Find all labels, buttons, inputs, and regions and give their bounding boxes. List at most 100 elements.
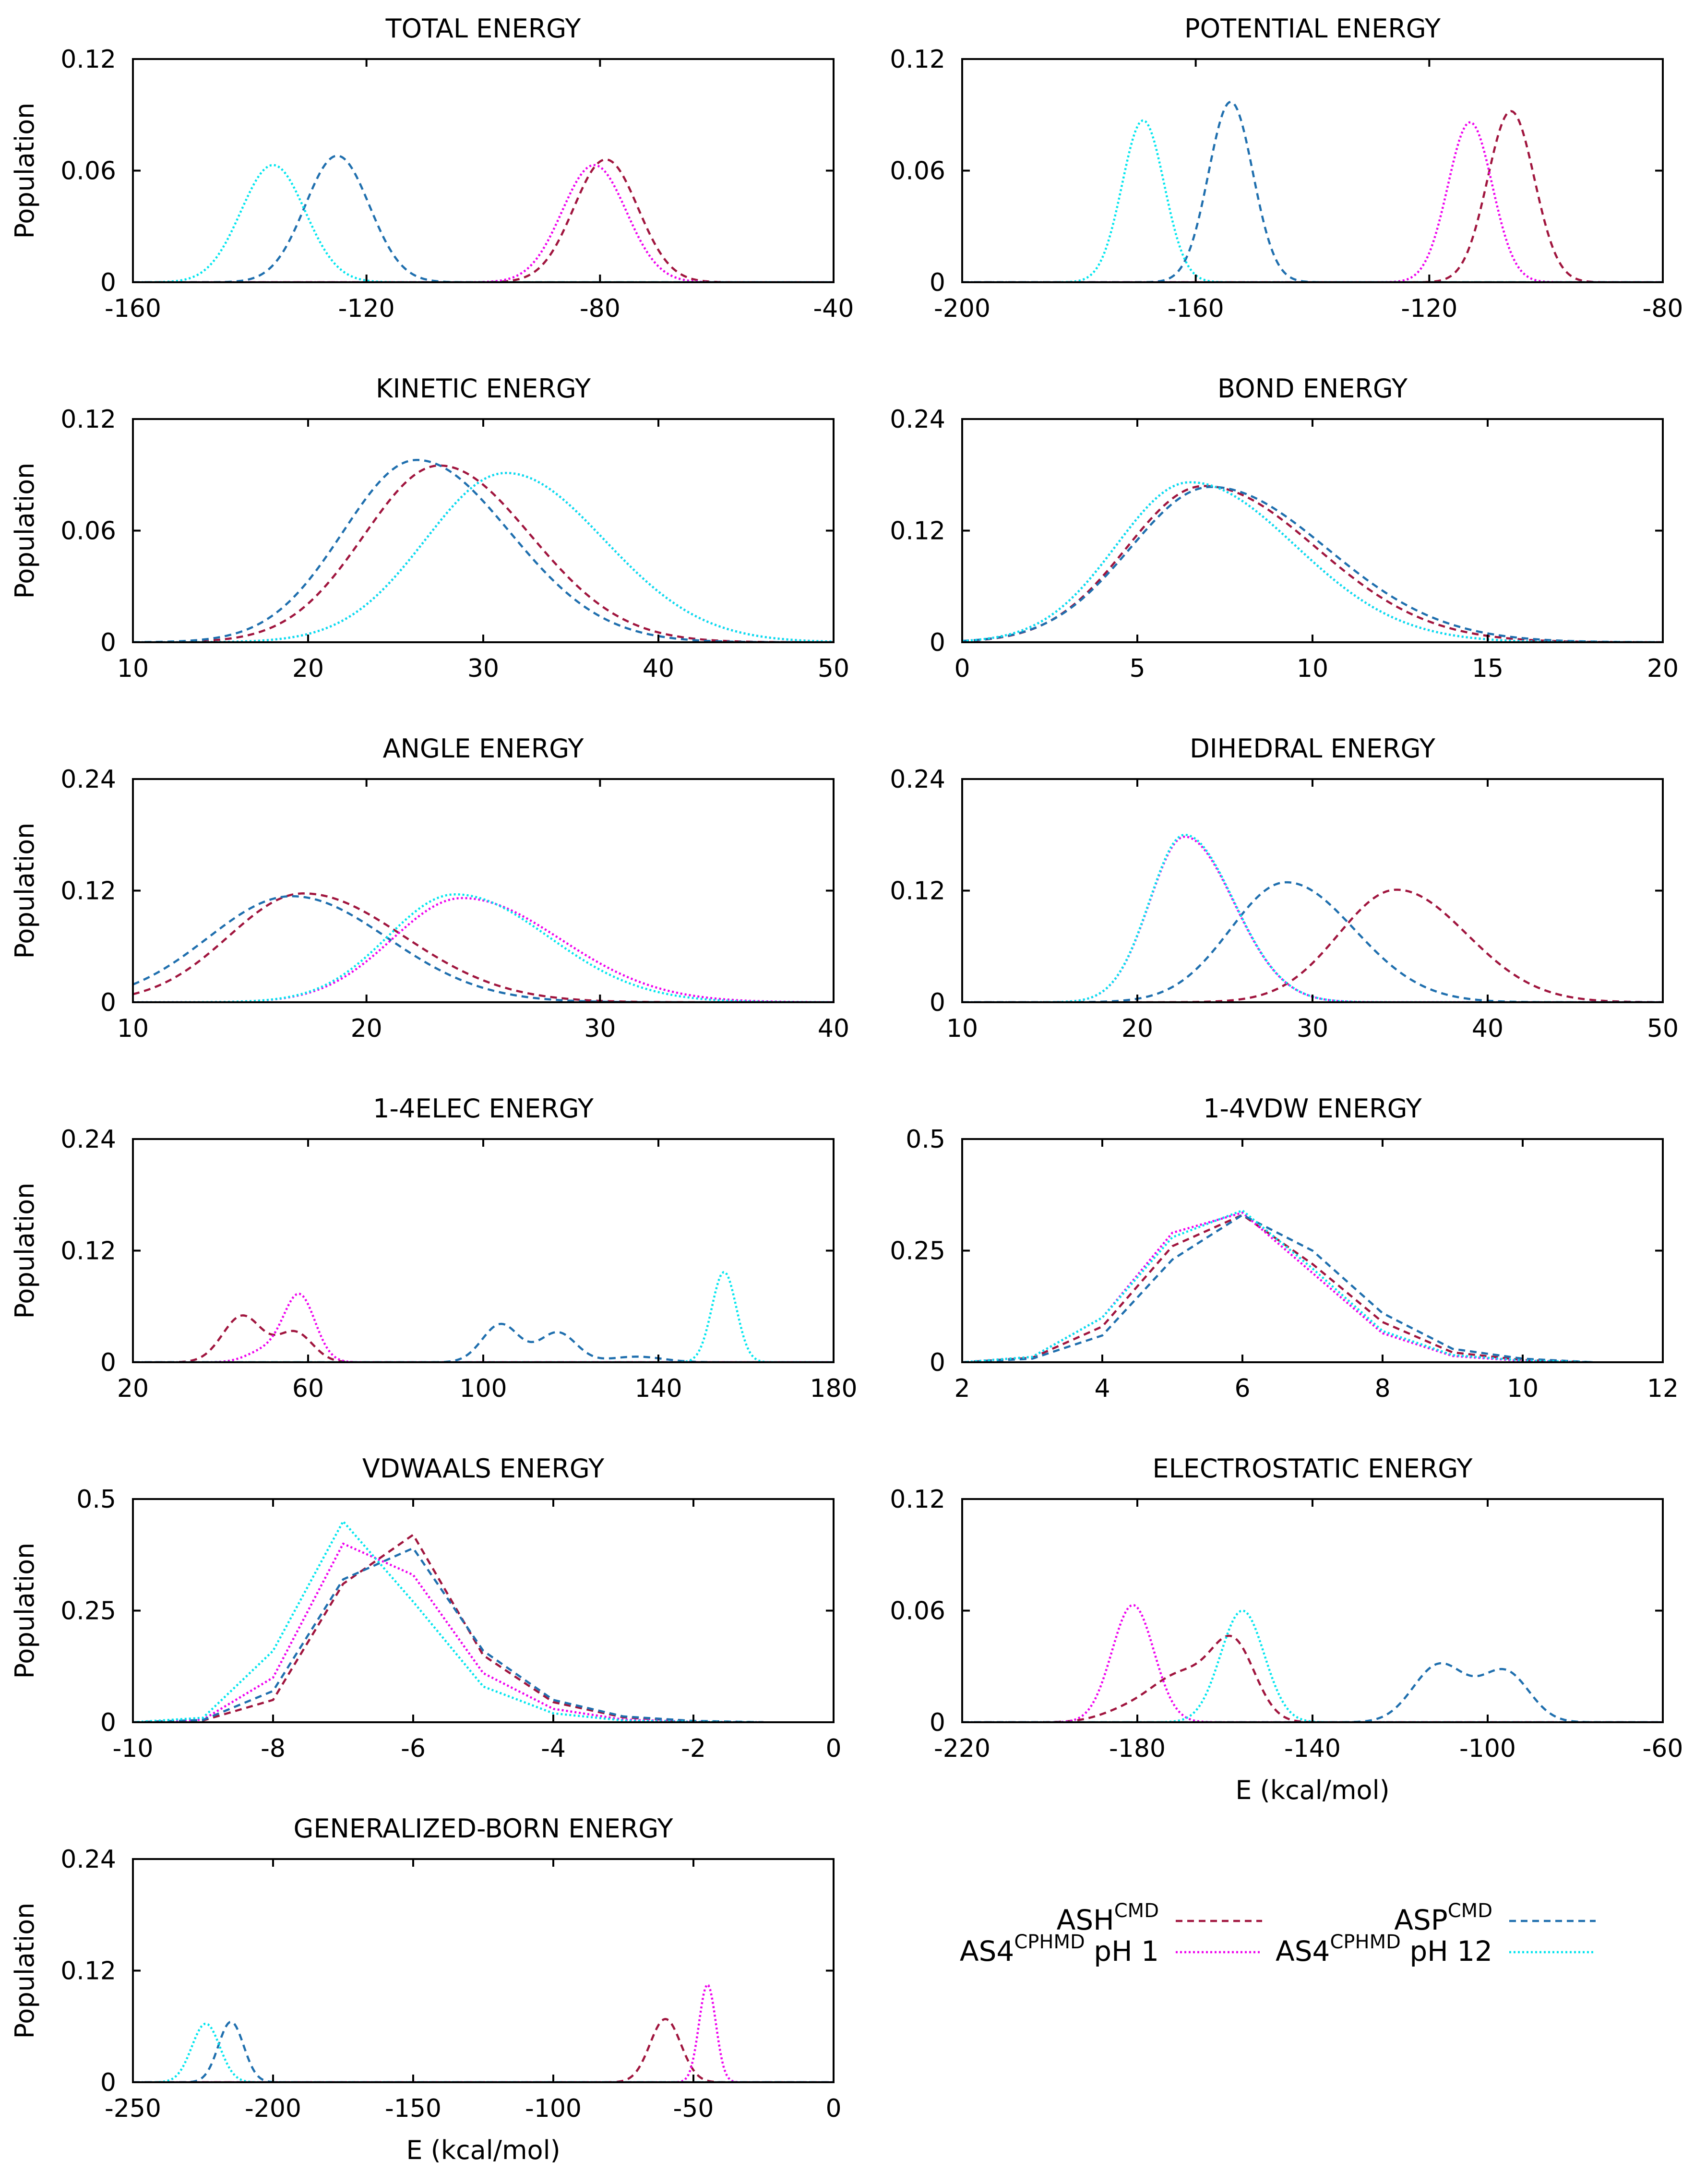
panel-generalized-born-energy: GENERALIZED-BORN ENERGY -250 -200 -150 -100 -… (10, 1813, 842, 2165)
x-tick-label: 0 (825, 2094, 841, 2123)
y-tick-label: 0.25 (890, 1237, 945, 1266)
x-tick-label: 100 (459, 1374, 507, 1403)
x-tick-label: 30 (467, 654, 499, 683)
panel-title: BOND ENERGY (1217, 373, 1408, 404)
x-axis-label: E (kcal/mol) (1235, 1775, 1389, 1805)
panel-title: ANGLE ENERGY (383, 733, 585, 764)
legend-item-as4-cphmd-ph-12: AS4CPHMD pH 12 (1276, 1931, 1596, 1968)
y-tick-label: 0 (930, 1708, 945, 1737)
x-tick-label: -120 (1401, 294, 1457, 323)
series-line-ash-cmd (962, 888, 1663, 1002)
y-tick-label: 0 (930, 628, 945, 657)
plot-frame (961, 418, 1664, 643)
series-line-as4-cphmd-ph-12 (133, 2022, 834, 2082)
plot-frame (961, 58, 1664, 283)
panel-total-energy: TOTAL ENERGY -160 -120 -80 -40 0 0.06 0.12 Popul… (10, 13, 854, 323)
plot-frame (132, 778, 835, 1003)
panel-vdwaals-energy: VDWAALS ENERGY -10 -8 -6 -4 -2 0 0 0.25 0.5 Popula… (10, 1453, 842, 1763)
x-tick-label: -220 (934, 1734, 990, 1763)
y-tick-label: 0.5 (906, 1125, 945, 1154)
x-tick-label: -140 (1284, 1734, 1341, 1763)
x-axis-label: E (kcal/mol) (406, 2135, 560, 2165)
x-tick-label: -150 (385, 2094, 441, 2123)
y-tick-label: 0 (100, 1348, 116, 1377)
x-tick-label: -160 (1168, 294, 1224, 323)
x-tick-label: -50 (673, 2094, 714, 2123)
y-axis-label: Population (10, 1903, 40, 2039)
panel-kinetic-energy: KINETIC ENERGY 10 20 30 40 50 0 0.06 0.12 Populat… (10, 373, 849, 683)
x-tick-label: 0 (954, 654, 970, 683)
plot-frame (132, 58, 835, 283)
x-tick-label: -120 (338, 294, 395, 323)
x-tick-label: 10 (946, 1014, 978, 1043)
series-line-as4-cphmd-ph-12 (962, 834, 1663, 1002)
x-tick-label: -100 (525, 2094, 582, 2123)
series-line-as4-cphmd-ph-12 (133, 472, 834, 642)
panel-title: TOTAL ENERGY (385, 13, 582, 44)
plot-frame (132, 418, 835, 643)
x-tick-label: -160 (105, 294, 161, 323)
x-tick-label: -200 (934, 294, 990, 323)
series-line-as4-cphmd-ph-12 (133, 893, 834, 1002)
plot-frame (132, 1138, 835, 1363)
plot-frame (132, 1858, 835, 2083)
y-tick-label: 0.24 (60, 1845, 116, 1874)
x-tick-label: 140 (634, 1374, 682, 1403)
panel-dihedral-energy: DIHEDRAL ENERGY 10 20 30 40 50 0 0.12 0.24 (890, 733, 1679, 1043)
series-line-ash-cmd (962, 485, 1663, 642)
y-tick-label: 0.12 (890, 45, 945, 74)
x-tick-label: 5 (1129, 654, 1145, 683)
panel-angle-energy: ANGLE ENERGY 10 20 30 40 0 0.12 0.24 Population (10, 733, 849, 1043)
panel-title: DIHEDRAL ENERGY (1190, 733, 1436, 764)
x-tick-label: -80 (1643, 294, 1683, 323)
y-tick-label: 0 (930, 1348, 945, 1377)
panel-1-4vdw-energy: 1-4VDW ENERGY 2 4 6 8 10 12 0 0.25 0.5 (890, 1093, 1679, 1403)
x-tick-label: 20 (351, 1014, 382, 1043)
x-tick-label: -250 (105, 2094, 161, 2123)
panel-bond-energy: BOND ENERGY 0 5 10 15 20 0 0.12 0.24 (890, 373, 1679, 683)
y-tick-label: 0.24 (60, 765, 116, 794)
panel-title: POTENTIAL ENERGY (1184, 13, 1441, 44)
y-tick-label: 0.12 (890, 517, 945, 546)
series-line-ash-cmd (133, 464, 834, 642)
plot-frame (132, 1498, 835, 1723)
legend-label: AS4CPHMD pH 1 (960, 1931, 1159, 1968)
series-line-ash-cmd (133, 158, 834, 282)
x-tick-label: -60 (1643, 1734, 1683, 1763)
legend-label: AS4CPHMD pH 12 (1276, 1931, 1492, 1968)
y-tick-label: 0.06 (60, 157, 116, 186)
y-tick-label: 0.12 (890, 1485, 945, 1514)
y-tick-label: 0 (930, 268, 945, 297)
y-tick-label: 0.12 (60, 1237, 116, 1266)
x-tick-label: 20 (292, 654, 324, 683)
x-tick-label: 10 (117, 1014, 149, 1043)
series-line-ash-cmd (962, 1213, 1593, 1362)
panels: TOTAL ENERGY-160 -120 -80 -4000.060.12Popul… (10, 13, 1683, 2165)
y-tick-label: 0.12 (60, 877, 116, 906)
panel-title: KINETIC ENERGY (376, 373, 591, 404)
legend-item-asp-cmd: ASPCMD (1394, 1900, 1596, 1936)
x-tick-label: -6 (401, 1734, 426, 1763)
series-line-as4-cphmd-ph-1 (133, 1542, 764, 1722)
series-line-asp-cmd (133, 2020, 834, 2082)
y-tick-label: 0 (100, 268, 116, 297)
y-tick-label: 0 (100, 1708, 116, 1737)
series-line-asp-cmd (133, 895, 834, 1002)
panel-1-4elec-energy: 1-4ELEC ENERGY 20 60 100 140 180 0 0.12 0.24 Popu… (10, 1093, 858, 1403)
x-tick-label: -80 (580, 294, 620, 323)
x-tick-label: -100 (1459, 1734, 1516, 1763)
series-line-as4-cphmd-ph-12 (133, 164, 834, 282)
y-tick-label: 0.24 (60, 1125, 116, 1154)
x-tick-label: 4 (1094, 1374, 1110, 1403)
y-tick-label: 0.25 (60, 1597, 116, 1626)
series-line-ash-cmd (962, 110, 1663, 282)
x-tick-label: 2 (954, 1374, 970, 1403)
y-axis-label: Population (10, 103, 40, 239)
series-line-asp-cmd (962, 100, 1663, 282)
y-tick-label: 0.06 (60, 517, 116, 546)
series-line-as4-cphmd-ph-1 (962, 481, 1663, 642)
x-tick-label: 60 (292, 1374, 324, 1403)
panel-potential-energy: POTENTIAL ENERGY -200 -160 -120 -80 0 0.06 0.12 (890, 13, 1683, 323)
x-tick-label: 8 (1374, 1374, 1390, 1403)
series-line-as4-cphmd-ph-1 (962, 121, 1663, 282)
